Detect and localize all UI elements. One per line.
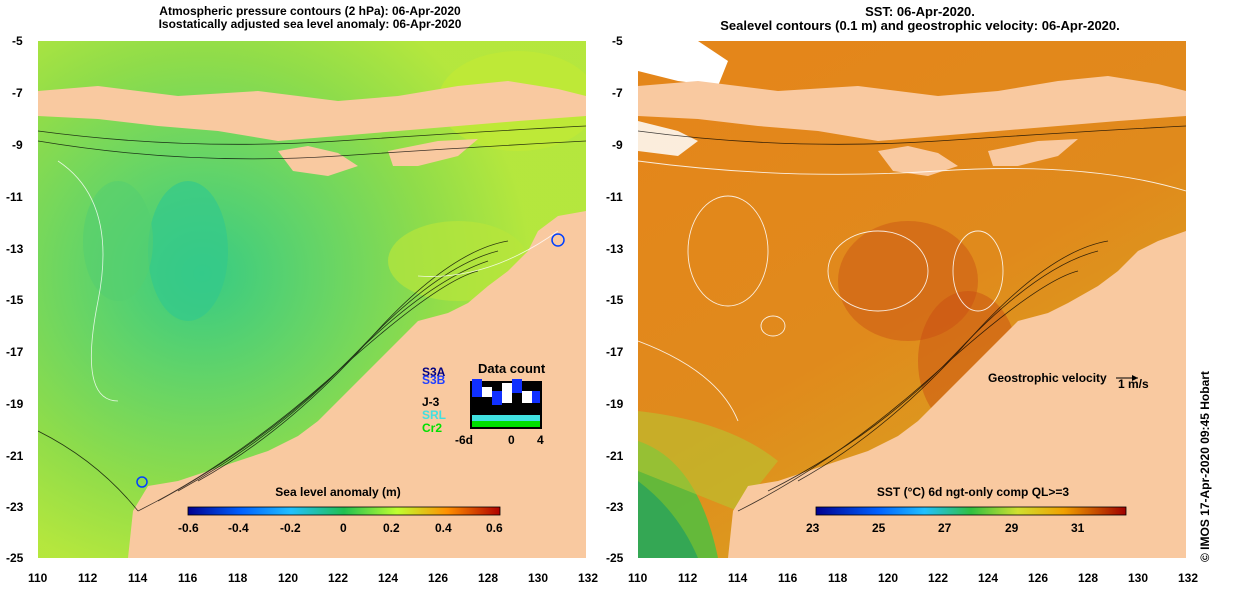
x-tick: 110 [28,571,48,585]
y-tick: -25 [6,551,24,565]
x-tick: 118 [228,571,248,585]
x-tick: 122 [328,571,349,585]
x-tick: 114 [728,571,748,585]
x-tick: 132 [578,571,599,585]
y-tick: -23 [606,500,624,514]
y-tick: -25 [606,551,624,565]
y-tick: -9 [612,138,623,152]
y-tick: -5 [12,34,23,48]
data-count-title: Data count [478,361,546,376]
imos-credit: © IMOS 17-Apr-2020 09:45 Hobart [1198,371,1212,562]
x-tick: 120 [278,571,299,585]
x-tick: 112 [678,571,698,585]
y-tick: -19 [606,397,624,411]
y-tick: -15 [606,293,624,307]
x-tick: 124 [378,571,399,585]
left-cb-tick: -0.6 [178,521,199,535]
x-tick: 128 [1078,571,1099,585]
data-count-xtick-0: -6d [455,433,473,447]
y-tick: -7 [612,86,623,100]
x-tick: 130 [1128,571,1149,585]
left-cb-tick: -0.2 [280,521,301,535]
mission-srl: SRL [422,408,446,422]
x-tick: 116 [778,571,798,585]
sea-level-anomaly-map: Data count S3A S3B J-3 SRL Cr2 -6d 0 4 S… [38,41,586,558]
x-tick: 126 [1028,571,1049,585]
x-tick: 112 [78,571,98,585]
right-colorbar-label: SST (°C) 6d ngt-only comp QL>=3 [876,485,1070,499]
left-cb-tick: 0.6 [486,521,503,535]
x-tick: 132 [1178,571,1199,585]
left-cb-tick: 0 [340,521,347,535]
right-cb-tick: 31 [1071,521,1085,535]
y-tick: -15 [6,293,24,307]
y-tick: -21 [606,449,624,463]
x-tick: 110 [628,571,648,585]
y-tick: -19 [6,397,24,411]
left-colorbar-label: Sea level anomaly (m) [275,485,401,499]
mission-cr2: Cr2 [422,421,443,435]
right-cb-tick: 23 [806,521,820,535]
x-tick: 116 [178,571,198,585]
right-title-line2: Sealevel contours (0.1 m) and geostrophi… [720,18,1120,33]
sst-map: Geostrophic velocity 1 m/s SST (°C) 6d n… [638,41,1186,558]
left-cb-tick: 0.2 [383,521,400,535]
y-tick: -23 [6,500,24,514]
mission-s3b: S3B [422,373,446,387]
x-tick: 126 [428,571,449,585]
left-title-line1: Atmospheric pressure contours (2 hPa): 0… [159,4,461,18]
x-tick: 118 [828,571,848,585]
data-count-xtick-1: 0 [508,433,515,447]
mission-s3a: S3A [422,365,446,379]
y-tick: -11 [606,190,623,204]
mission-j3: J-3 [422,395,440,409]
left-title-line2: Isostatically adjusted sea level anomaly… [158,17,462,31]
left-cb-tick: -0.4 [228,521,249,535]
y-tick: -11 [6,190,23,204]
x-tick: 122 [928,571,949,585]
y-tick: -17 [6,345,24,359]
right-cb-tick: 25 [872,521,886,535]
left-cb-tick: 0.4 [435,521,452,535]
y-tick: -21 [6,449,24,463]
velocity-scale: 1 m/s [1118,377,1149,391]
data-count-xtick-2: 4 [537,433,544,447]
velocity-label: Geostrophic velocity [988,371,1107,385]
y-tick: -17 [606,345,624,359]
x-tick: 128 [478,571,499,585]
y-tick: -9 [12,138,23,152]
y-tick: -7 [12,86,23,100]
x-tick: 130 [528,571,549,585]
y-tick: -5 [612,34,623,48]
right-title-line1: SST: 06-Apr-2020. [865,4,975,19]
right-cb-tick: 27 [938,521,952,535]
x-tick: 124 [978,571,999,585]
y-tick: -13 [606,242,624,256]
x-tick: 120 [878,571,899,585]
y-tick: -13 [6,242,24,256]
x-tick: 114 [128,571,148,585]
right-cb-tick: 29 [1005,521,1019,535]
